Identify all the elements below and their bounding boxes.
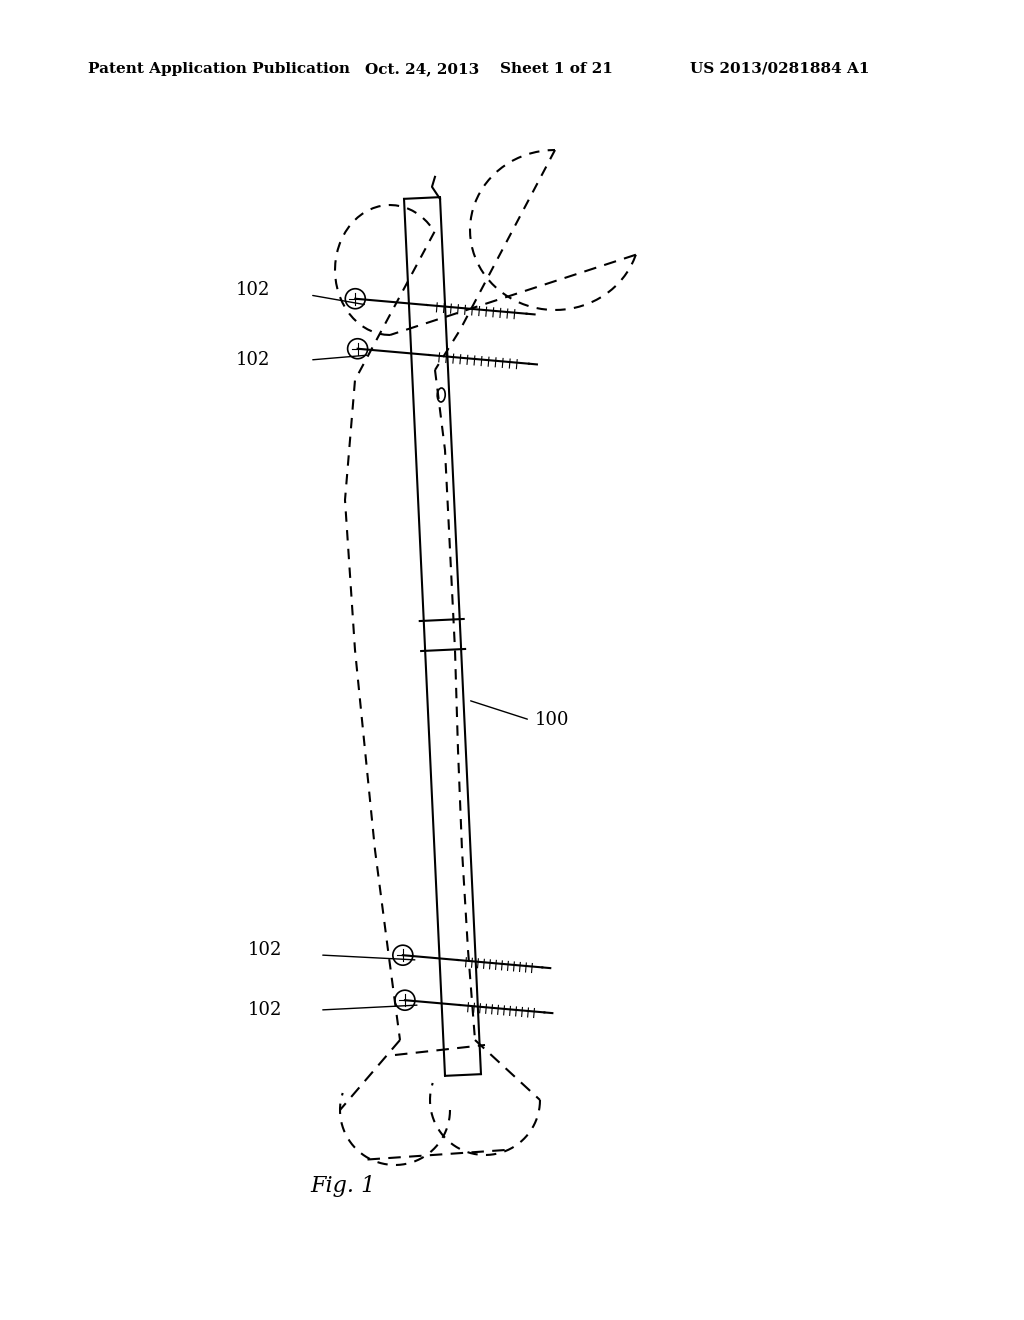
Text: US 2013/0281884 A1: US 2013/0281884 A1 (690, 62, 869, 77)
Text: 100: 100 (535, 711, 569, 729)
Text: Sheet 1 of 21: Sheet 1 of 21 (500, 62, 613, 77)
Text: Fig. 1: Fig. 1 (310, 1175, 375, 1197)
Text: 102: 102 (236, 351, 270, 370)
Text: 102: 102 (236, 281, 270, 300)
Text: Patent Application Publication: Patent Application Publication (88, 62, 350, 77)
Text: Oct. 24, 2013: Oct. 24, 2013 (365, 62, 479, 77)
Text: 102: 102 (248, 1001, 282, 1019)
Text: 102: 102 (248, 941, 282, 960)
